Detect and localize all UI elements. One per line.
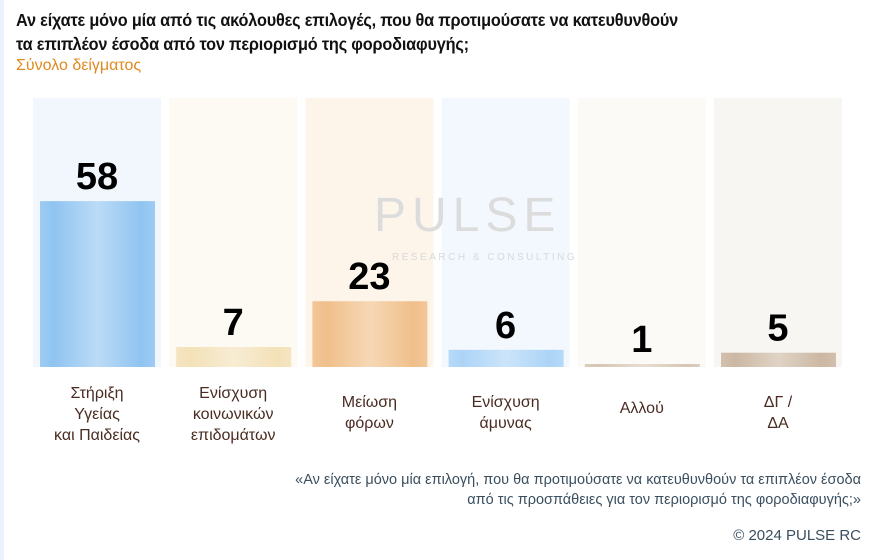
category-label: Αλλού [578,398,706,419]
category-label: ΔΓ / ΔΑ [714,392,842,434]
category-label-line: κοινωνικών [192,406,274,423]
watermark-tagline: RESEARCH & CONSULTING [392,252,578,263]
category-label-line: Αλλού [619,400,664,417]
question-note-line1: «Αν είχατε μόνο μία επιλογή, που θα προτ… [295,472,861,488]
data-label: 5 [767,308,788,350]
category-label-line: επιδομάτων [190,427,276,444]
column-background [169,98,298,367]
bar [176,346,292,367]
column-background [714,98,842,367]
category-label-line: Ενίσχυση [471,394,540,411]
data-label: 58 [76,156,118,198]
category-label-line: φόρων [344,415,394,432]
category-label: Ενίσχυση κοινωνικών επιδομάτων [169,383,297,446]
column-background [577,98,706,367]
chart-subtitle: Σύνολο δείγματος [16,57,142,74]
category-label-line: ΔΑ [767,415,789,432]
chart-title: Αν είχατε μόνο μία από τις ακόλουθες επι… [16,10,679,54]
category-label: Μείωση φόρων [305,392,433,434]
category-label-line: Υγείας [74,406,120,423]
bar [312,301,428,367]
category-label: Στήριξη Υγείας και Παιδείας [33,383,161,446]
question-note-line2: από τις προσπάθειες για τον περιορισμό τ… [467,492,861,508]
category-label-line: και Παιδείας [54,427,140,444]
data-label: 6 [495,305,516,347]
watermark-brand: PULSE [374,189,562,242]
data-label: 1 [631,319,652,361]
column-background [441,98,570,367]
question-note: «Αν είχατε μόνο μία επιλογή, που θα προτ… [295,470,861,510]
data-label: 23 [348,256,390,298]
bar [40,201,155,367]
left-edge-stripe [0,0,4,560]
category-label-line: ΔΓ / [763,394,793,411]
category-label-line: άμυνας [479,415,532,432]
category-label-line: Ενίσχυση [199,385,268,402]
copyright: © 2024 PULSE RC [733,527,861,544]
bar [584,364,700,367]
bar [721,352,836,367]
category-label-line: Μείωση [341,394,398,411]
category-label-line: Στήριξη [70,385,124,402]
data-label: 7 [223,302,244,344]
category-label: Ενίσχυση άμυνας [442,392,570,434]
bar [448,349,564,367]
